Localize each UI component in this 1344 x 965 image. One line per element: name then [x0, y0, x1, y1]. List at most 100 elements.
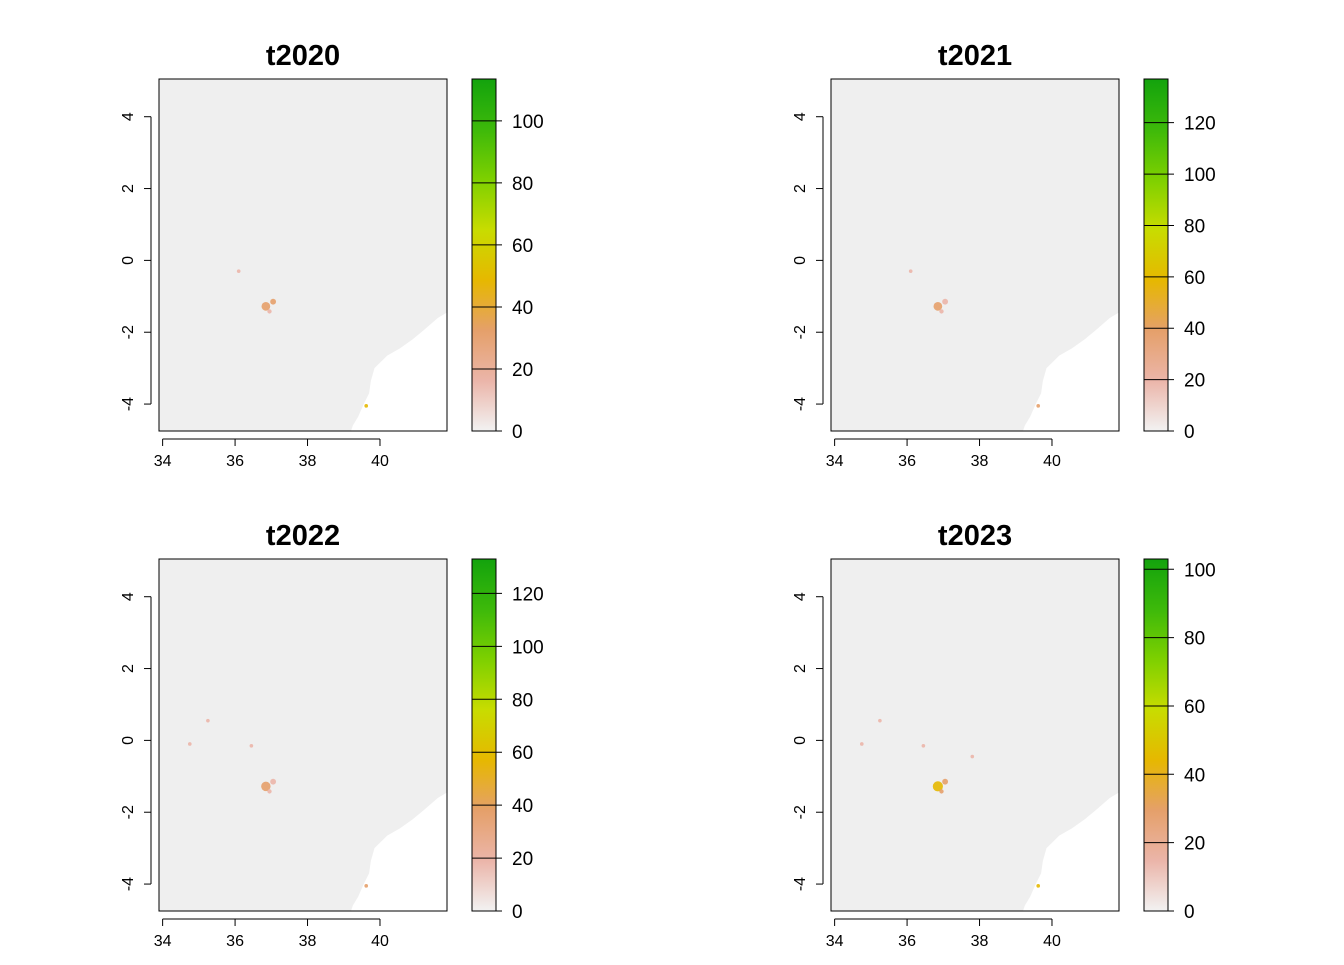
y-tick-label: -4: [120, 397, 137, 411]
y-tick-label: 4: [120, 112, 137, 121]
x-tick-label: 38: [299, 933, 317, 950]
hotspot-1: [270, 778, 277, 785]
legend-tick-label: 60: [1184, 697, 1205, 718]
hotspot-1: [270, 298, 277, 305]
y-tick-label: -2: [792, 325, 809, 339]
x-tick-label: 36: [898, 933, 916, 950]
hotspot-2: [267, 789, 272, 794]
y-tick-label: 2: [120, 664, 137, 673]
legend-tick-label: 20: [512, 360, 533, 381]
legend-tick-label: 60: [1184, 268, 1205, 289]
legend-bar: [472, 559, 496, 911]
hotspot-1: [942, 778, 949, 785]
legend-tick-label: 20: [512, 849, 533, 870]
panel-title: t2023: [938, 520, 1012, 552]
legend-tick-label: 0: [512, 422, 523, 443]
y-tick-label: 4: [792, 592, 809, 601]
hotspot-4: [921, 743, 926, 748]
x-tick-label: 38: [971, 933, 989, 950]
hotspot-0: [261, 302, 271, 311]
plot-frame: [830, 558, 1120, 912]
legend-tick-label: 120: [1184, 114, 1216, 135]
legend-tick-label: 60: [512, 236, 533, 257]
x-tick-label: 36: [226, 933, 244, 950]
y-tick-label: 0: [792, 736, 809, 745]
y-tick-label: 2: [792, 664, 809, 673]
y-tick-label: 0: [120, 256, 137, 265]
x-tick-label: 40: [371, 933, 389, 950]
panel-title: t2022: [266, 520, 340, 552]
hotspot-6: [859, 742, 864, 746]
x-tick-label: 36: [898, 453, 916, 470]
legend-tick-label: 0: [512, 902, 523, 923]
legend-tick-label: 80: [1184, 216, 1205, 237]
map-sea: [351, 559, 447, 911]
legend-tick-label: 80: [512, 174, 533, 195]
legend-bar: [1144, 79, 1168, 431]
y-tick-label: -4: [792, 877, 809, 891]
x-tick-label: 40: [1043, 453, 1061, 470]
legend-bar: [472, 79, 496, 431]
legend-tick-label: 40: [1184, 765, 1205, 786]
y-tick-label: -4: [792, 397, 809, 411]
legend-tick-label: 20: [1184, 371, 1205, 392]
y-tick-label: 0: [120, 736, 137, 745]
legend-tick-label: 0: [1184, 422, 1195, 443]
hotspot-3: [364, 404, 369, 408]
hotspot-3: [1036, 404, 1041, 408]
legend-tick-label: 60: [512, 743, 533, 764]
legend-tick-label: 100: [512, 637, 544, 658]
x-tick-label: 36: [226, 453, 244, 470]
legend-tick-label: 40: [1184, 319, 1205, 340]
x-tick-label: 40: [1043, 933, 1061, 950]
legend-tick-label: 40: [512, 298, 533, 319]
x-tick-label: 40: [371, 453, 389, 470]
hotspot-2: [939, 309, 944, 314]
x-tick-label: 38: [971, 453, 989, 470]
hotspot-2: [267, 309, 272, 314]
legend-tick-label: 80: [512, 690, 533, 711]
legend-tick-label: 120: [512, 584, 544, 605]
plot-frame: [158, 558, 448, 912]
x-tick-label: 34: [154, 453, 172, 470]
y-tick-label: -2: [792, 805, 809, 819]
hotspot-4: [249, 743, 254, 748]
y-tick-label: -4: [120, 877, 137, 891]
hotspot-1: [942, 298, 949, 305]
y-tick-label: 2: [792, 184, 809, 193]
y-tick-label: -2: [120, 805, 137, 819]
hotspot-3: [364, 884, 369, 888]
y-tick-label: -2: [120, 325, 137, 339]
x-tick-label: 34: [154, 933, 172, 950]
legend-tick-label: 40: [512, 796, 533, 817]
legend-tick-label: 100: [512, 112, 544, 133]
hotspot-0: [261, 781, 271, 792]
hotspot-5: [206, 718, 210, 723]
legend-tick-label: 100: [1184, 560, 1216, 581]
hotspot-7: [970, 754, 975, 759]
hotspot-0: [933, 302, 943, 311]
y-tick-label: 4: [792, 112, 809, 121]
x-tick-label: 34: [826, 453, 844, 470]
panel-title: t2021: [938, 40, 1012, 72]
plot-frame: [830, 78, 1120, 432]
hotspot-6: [187, 742, 192, 746]
x-tick-label: 38: [299, 453, 317, 470]
legend-tick-label: 100: [1184, 165, 1216, 186]
legend-bar: [1144, 559, 1168, 911]
hotspot-0: [932, 781, 943, 792]
map-sea: [1023, 79, 1119, 431]
y-tick-label: 4: [120, 592, 137, 601]
hotspot-5: [878, 718, 882, 723]
hotspot-4: [908, 269, 913, 273]
x-tick-label: 34: [826, 933, 844, 950]
y-tick-label: 2: [120, 184, 137, 193]
legend-tick-label: 20: [1184, 834, 1205, 855]
hotspot-3: [1036, 884, 1041, 888]
